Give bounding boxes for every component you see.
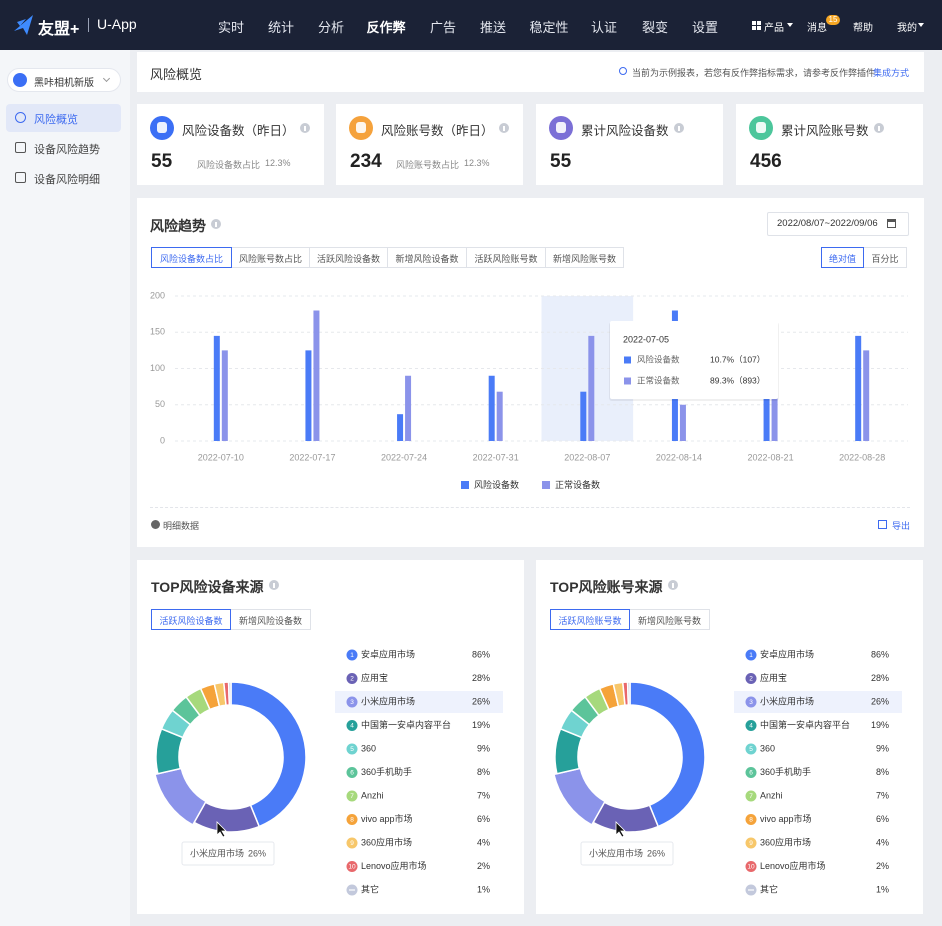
nav-right-item[interactable]: 帮助 (853, 23, 873, 34)
kpi-value: 456 (750, 151, 782, 172)
tab-label[interactable]: 活跃风险设备数 (159, 616, 223, 626)
chart-title: 风险趋势 (150, 218, 206, 234)
tab[interactable] (550, 609, 630, 630)
top-nav (0, 0, 942, 50)
product-grid-icon (757, 26, 761, 30)
sidebar-item[interactable]: 风险概览 (34, 114, 78, 126)
nav-menu-item[interactable]: 设置 (691, 20, 719, 35)
nav-menu-item[interactable]: 实时 (217, 20, 245, 35)
nav-menu-item[interactable]: 稳定性 (529, 20, 569, 35)
tab-label[interactable]: 绝对值 (828, 254, 857, 264)
tab-label[interactable]: 风险设备数占比 (159, 254, 224, 264)
date-range-box[interactable] (767, 212, 909, 236)
header-bar (137, 52, 924, 92)
kpi-sub-label: 风险账号数占比 (396, 160, 460, 170)
info-icon-bar (304, 126, 306, 131)
sidebar (0, 50, 130, 926)
tab-label[interactable]: 活跃风险设备数 (316, 254, 381, 264)
info-icon-bar (878, 126, 880, 131)
sidebar-icon (15, 112, 26, 123)
logo-divider (88, 18, 89, 32)
nav-menu-item[interactable]: 裂变 (641, 20, 669, 35)
nav-menu-item[interactable]: 统计 (267, 20, 295, 35)
nav-right-item[interactable]: 产品 (764, 23, 784, 34)
date-range[interactable]: 2022/08/07~2022/09/06 (777, 218, 878, 229)
kpi-icon-glyph (356, 122, 366, 133)
info-icon-bar (273, 583, 275, 588)
nav-menu-item[interactable]: 分析 (317, 20, 345, 35)
product-grid-icon (752, 26, 756, 30)
footer-divider (150, 507, 910, 508)
chart-title: TOP风险设备来源 (151, 579, 264, 595)
nav-menu-item[interactable]: 推送 (479, 20, 507, 35)
sidebar-item[interactable]: 设备风险明细 (34, 174, 100, 186)
caret (918, 23, 924, 27)
logo-text: 友盟+ (38, 21, 80, 38)
product-name: U-App (97, 16, 137, 32)
product-grid-icon (752, 21, 756, 25)
caret (787, 23, 793, 27)
nav-menu-item[interactable]: 认证 (590, 20, 618, 35)
nav-right-item[interactable]: 消息 (807, 23, 827, 34)
kpi-label: 风险账号数（昨日） (381, 124, 494, 138)
tab-label[interactable]: 活跃风险账号数 (558, 616, 622, 626)
tab[interactable] (151, 609, 231, 630)
info-icon-bar (215, 222, 217, 227)
app-name[interactable]: 黑咔相机新版 (34, 78, 94, 89)
sidebar-icon (15, 142, 26, 153)
kpi-icon-glyph (157, 122, 167, 133)
nav-menu-item[interactable]: 广告 (429, 20, 457, 35)
tab-label[interactable]: 新增风险设备数 (238, 616, 303, 626)
app-icon (13, 73, 27, 87)
calendar-icon (887, 219, 896, 228)
message-badge-count: 15 (828, 15, 838, 24)
info-icon-bar (672, 583, 674, 588)
header-link[interactable]: 集成方式 (873, 68, 910, 78)
export-link[interactable]: 导出 (892, 521, 911, 531)
kpi-value: 55 (550, 151, 572, 172)
header-notice: 当前为示例报表，若您有反作弊指标需求，请参考反作弊插件 (632, 68, 876, 78)
kpi-value: 55 (151, 151, 173, 172)
tab-label[interactable]: 新增风险设备数 (395, 254, 459, 264)
tab-label[interactable]: 新增风险账号数 (552, 254, 617, 264)
kpi-sub-label: 风险设备数占比 (197, 160, 261, 170)
info-icon-bar (503, 126, 505, 131)
message-badge (826, 15, 840, 25)
tab-label[interactable]: 活跃风险账号数 (474, 254, 538, 264)
kpi-icon-glyph (556, 122, 566, 133)
kpi-icon-glyph (756, 122, 766, 133)
sidebar-item[interactable]: 设备风险趋势 (34, 144, 100, 156)
nav-right-item[interactable]: 我的 (897, 23, 917, 34)
info-icon-bar (678, 126, 680, 131)
nav-menu-item[interactable]: 反作弊 (366, 20, 406, 35)
kpi-value: 234 (350, 151, 382, 172)
product-grid-icon (757, 21, 761, 25)
notice-icon (619, 67, 627, 75)
kpi-label: 累计风险账号数 (781, 124, 869, 138)
export-icon (878, 520, 887, 529)
kpi-label: 累计风险设备数 (581, 124, 669, 138)
header-title: 风险概览 (150, 67, 203, 82)
chart-title: TOP风险账号来源 (550, 579, 663, 595)
detail-icon (151, 520, 160, 529)
sidebar-icon (15, 172, 26, 183)
tab-label[interactable]: 百分比 (871, 254, 899, 264)
tab-label[interactable]: 新增风险账号数 (637, 616, 702, 626)
tab[interactable] (821, 247, 864, 268)
tab[interactable] (545, 247, 624, 268)
tab[interactable] (151, 247, 232, 268)
tab-label[interactable]: 风险账号数占比 (238, 254, 303, 264)
kpi-sub-value: 12.3% (265, 158, 291, 168)
detail-link[interactable]: 明细数据 (163, 521, 200, 531)
kpi-sub-value: 12.3% (464, 158, 490, 168)
kpi-label: 风险设备数（昨日） (182, 124, 295, 138)
